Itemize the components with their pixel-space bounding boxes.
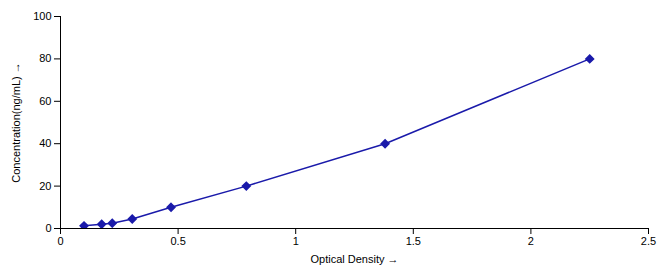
svg-text:Concentration(ng/mL) →: Concentration(ng/mL) → bbox=[10, 62, 22, 182]
svg-text:1.5: 1.5 bbox=[406, 235, 421, 247]
svg-text:0: 0 bbox=[45, 222, 51, 234]
svg-text:1: 1 bbox=[293, 235, 299, 247]
svg-text:0.5: 0.5 bbox=[170, 235, 185, 247]
svg-text:60: 60 bbox=[39, 95, 51, 107]
svg-text:40: 40 bbox=[39, 137, 51, 149]
svg-text:20: 20 bbox=[39, 180, 51, 192]
svg-text:0: 0 bbox=[57, 235, 63, 247]
svg-text:80: 80 bbox=[39, 52, 51, 64]
svg-text:Optical Density →: Optical Density → bbox=[310, 253, 398, 265]
svg-text:100: 100 bbox=[33, 10, 51, 22]
svg-text:2: 2 bbox=[528, 235, 534, 247]
svg-text:2.5: 2.5 bbox=[641, 235, 656, 247]
